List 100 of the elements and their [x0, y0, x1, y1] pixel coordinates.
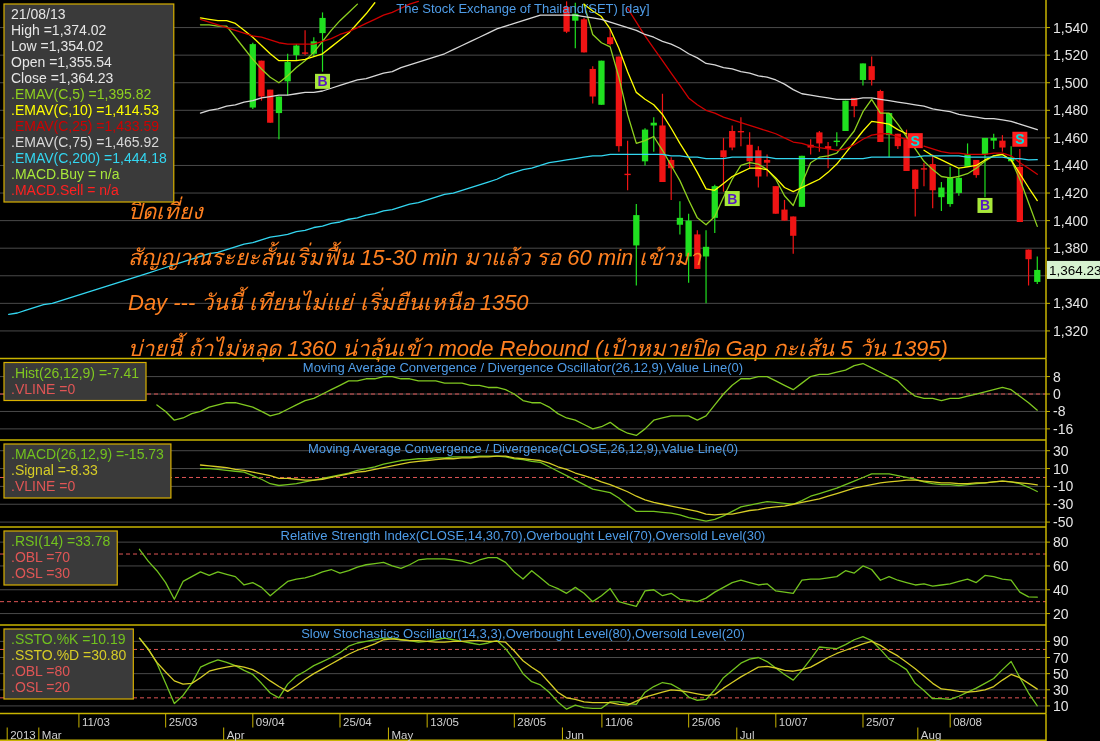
text: .MACD.Sell = n/a: [11, 182, 119, 198]
annotation: บ่ายนี้ ถ้าไม่หลุด 1360 น่าลุ้นเข้า mode Rebound (เป้าหมายปิด Gap กะเส้น 5 วัน 1395): [128, 331, 948, 362]
annotation: High =1,374.02: [11, 22, 107, 38]
x2-tick-label: 2013: [10, 728, 36, 741]
candlestick: [319, 11, 326, 73]
text: .Hist(26,12,9) =-7.41: [11, 364, 140, 381]
y-tick-label: 1,480: [1053, 102, 1089, 119]
y-tick-label: 30: [1053, 442, 1069, 459]
y-tick-label: 1,380: [1053, 240, 1089, 257]
y-tick-label: 20: [1053, 605, 1069, 622]
y-tick-label: 10: [1053, 697, 1069, 714]
y-tick-label: 1,400: [1053, 212, 1089, 229]
ref-line-label: .VLINE =0: [11, 380, 76, 397]
y-tick-label: 1,440: [1053, 157, 1089, 174]
data-label: B: [317, 73, 328, 90]
candlestick: [920, 162, 928, 187]
annotation: Close =1,364.23: [11, 70, 114, 86]
x-tick-label: 11/03: [81, 715, 110, 728]
y-tick-label: 50: [1053, 665, 1069, 682]
y-tick-label: -50: [1053, 514, 1074, 531]
data-label: B: [979, 197, 991, 214]
y-tick-label: 1,340: [1053, 295, 1089, 312]
y-tick-label: 60: [1053, 557, 1069, 574]
y-tick-label: -30: [1053, 496, 1074, 513]
line-series: [156, 362, 1038, 437]
data-label: B: [727, 190, 738, 207]
candlestick: [763, 153, 771, 178]
x2-tick-label: Apr: [226, 728, 245, 741]
line-series: [199, 14, 1038, 131]
y-tick-label: 30: [1053, 681, 1069, 698]
candlestick: [938, 181, 945, 212]
annotation: Low =1,354.02: [11, 38, 104, 54]
y-tick-label: 90: [1053, 633, 1069, 650]
data-label: S: [1015, 131, 1025, 148]
text: .MACD(26,12,9) =-15.73: [11, 446, 165, 462]
text: .MACD.Buy = n/a: [11, 166, 120, 182]
candlestick: [720, 137, 727, 193]
x2-tick-label: Jun: [565, 728, 584, 741]
x2-tick-label: Mar: [41, 728, 62, 741]
y-tick-label: 0: [1053, 386, 1061, 403]
ref-line-label: .OBL =80: [11, 663, 71, 679]
y-tick-label: 40: [1053, 581, 1069, 598]
x2-tick-label: May: [391, 728, 414, 741]
y-tick-label: 80: [1053, 534, 1069, 551]
ref-line-label: .OSL =20: [11, 679, 71, 695]
candlestick: [816, 130, 823, 153]
x-tick-label: 28/05: [517, 715, 547, 728]
candlestick: [1034, 255, 1041, 285]
y-tick-label: 1,420: [1053, 185, 1089, 202]
x-tick-label: 09/04: [255, 715, 286, 728]
ref-line-label: .VLINE =0: [11, 478, 76, 494]
y-tick-label: 1,520: [1053, 47, 1089, 64]
y-tick-label: -16: [1053, 420, 1074, 437]
ref-line-label: .OSL =30: [11, 565, 71, 581]
candlestick: [981, 137, 989, 198]
y-tick-label: 8: [1053, 368, 1061, 385]
legend-title: 21/08/13: [11, 6, 66, 22]
x2-tick-label: Aug: [920, 728, 942, 741]
y-tick-label: 1,320: [1053, 322, 1089, 339]
y-tick-label: -10: [1053, 478, 1074, 495]
chart-title: Moving Average Convergence / Divergence(CLOSE,26,12,9),Value Line(0): [307, 441, 739, 456]
candlestick: [746, 131, 753, 169]
series-label: .SSTO.%K =10.19: [11, 631, 126, 647]
x-tick-label: 25/06: [691, 715, 721, 728]
x-tick-label: 25/03: [168, 715, 198, 728]
candlestick: [275, 95, 283, 140]
candlestick: [781, 199, 788, 222]
text: .Signal =-8.33: [11, 462, 98, 478]
ref-line-label: .OBL =70: [11, 549, 71, 565]
y-tick-label: 1,500: [1053, 74, 1089, 91]
candlestick: [912, 169, 919, 218]
x-tick-label: 13/05: [430, 715, 459, 728]
text: .EMAV(C,10) =1,414.53: [11, 102, 160, 118]
candlestick: [729, 124, 736, 151]
y-tick-label: 1,540: [1053, 19, 1089, 36]
x-tick-label: 10/07: [778, 715, 808, 728]
candlestick: [868, 55, 875, 87]
x-tick-label: 11/06: [604, 715, 633, 728]
annotation: Open =1,355.54: [11, 54, 113, 70]
series-label: .SSTO.%D =30.80: [11, 647, 127, 663]
x2-tick-label: Jul: [739, 728, 755, 741]
data-label: S: [910, 132, 920, 149]
candlestick: [301, 29, 309, 56]
text: .EMAV(C,200) =1,444.18: [11, 150, 167, 166]
line-series: [138, 548, 1038, 608]
candlestick: [790, 215, 797, 255]
chart-title: Relative Strength Index(CLOSE,14,30,70),Overbought Level(70),Oversold Level(30): [280, 528, 766, 543]
chart-title: Slow Stochastics Oscillator(14,3,3),Overbought Level(80),Oversold Level(20): [301, 626, 745, 641]
x-tick-label: 08/08: [953, 715, 982, 728]
annotation: ปิดเที่ยง: [128, 196, 205, 224]
annotation: Day --- วันนี้ เทียนไม่แย่ เริ่มยืนเหนือ 1350: [128, 286, 530, 315]
y-tick-label: 1,460: [1053, 129, 1089, 146]
x-tick-label: 25/07: [865, 715, 895, 728]
text: .EMAV(C,5) =1,395.82: [11, 86, 152, 102]
y-tick-label: -8: [1053, 403, 1066, 420]
candlestick: [859, 62, 867, 87]
text: .RSI(14) =33.78: [11, 533, 111, 549]
text: .EMAV(C,75) =1,465.92: [11, 134, 160, 150]
candlestick: [1025, 248, 1032, 287]
text: .EMAV(C,25) =1,433.59: [11, 118, 160, 134]
